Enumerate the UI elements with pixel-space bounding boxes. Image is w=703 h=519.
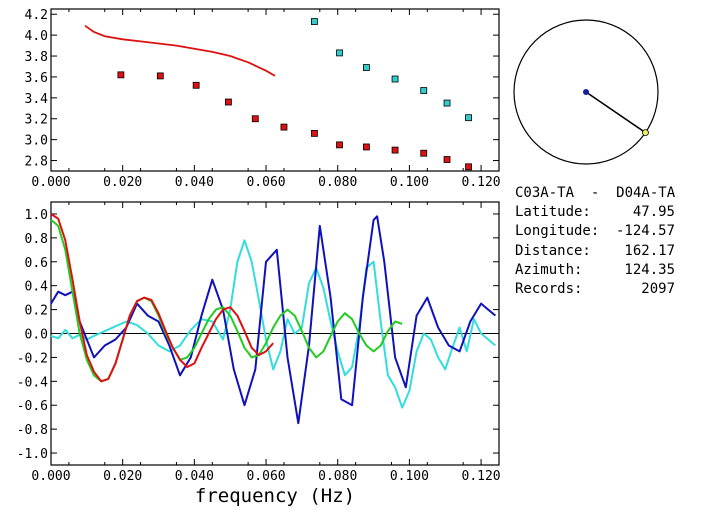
x-tick-label: 0.000 bbox=[31, 175, 70, 190]
y-tick-label: 3.2 bbox=[25, 113, 48, 128]
x-tick-label: 0.060 bbox=[246, 175, 285, 190]
cyan-velocity-point bbox=[336, 49, 343, 57]
x-tick-label: 0.060 bbox=[246, 469, 285, 484]
x-tick-label: 0.100 bbox=[390, 175, 429, 190]
red-velocity-point bbox=[311, 129, 318, 137]
y-tick-label: -0.4 bbox=[17, 375, 48, 390]
y-tick-label: -1.0 bbox=[17, 447, 48, 462]
red-velocity-point bbox=[443, 156, 451, 163]
velocity-curve bbox=[84, 24, 276, 77]
y-tick-label: 3.0 bbox=[25, 134, 48, 149]
plot-frame bbox=[50, 8, 500, 172]
y-tick-label: 3.6 bbox=[25, 71, 48, 86]
info-row-longitude: Longitude: -124.57 bbox=[515, 222, 700, 241]
red-spectrum-line bbox=[50, 213, 274, 383]
cyan-velocity-point bbox=[362, 64, 370, 71]
y-tick-label: 3.4 bbox=[25, 92, 49, 107]
azimuth-dial bbox=[513, 19, 659, 165]
x-tick-label: 0.080 bbox=[318, 469, 357, 484]
blue-spectrum-line bbox=[50, 215, 497, 425]
red-velocity-point bbox=[336, 141, 343, 149]
red-velocity-point bbox=[251, 115, 259, 123]
info-label: Latitude: bbox=[515, 204, 591, 221]
info-label: Azimuth: bbox=[515, 261, 583, 278]
x-tick-label: 0.000 bbox=[31, 469, 70, 484]
azimuth-needle bbox=[585, 91, 646, 134]
info-value: 47.95 bbox=[632, 204, 675, 221]
red-velocity-point bbox=[280, 123, 288, 131]
x-tick-label: 0.120 bbox=[462, 469, 501, 484]
info-value: 2097 bbox=[641, 280, 675, 297]
x-tick-label: 0.040 bbox=[175, 175, 214, 190]
x-tick-label: 0.120 bbox=[462, 175, 501, 190]
y-tick-label: 0.4 bbox=[25, 280, 49, 295]
x-axis-title: frequency (Hz) bbox=[195, 485, 355, 507]
y-tick-label: 0.2 bbox=[25, 304, 48, 319]
spectrum-chart: 0.000 0.020 0.040 0.060 0.080 0.100 0.120 1.0 0.… bbox=[17, 201, 501, 507]
cyan-velocity-point bbox=[465, 114, 472, 122]
red-velocity-point bbox=[420, 149, 428, 157]
info-value: 162.17 bbox=[624, 242, 675, 259]
x-tick-label: 0.020 bbox=[103, 175, 142, 190]
x-tick-label: 0.020 bbox=[103, 469, 142, 484]
info-value: 124.35 bbox=[624, 261, 675, 278]
info-row-records: Records: 2097 bbox=[515, 280, 700, 299]
velocity-chart: 0.000 0.020 0.040 0.060 0.080 0.100 0.120 2.8 3.… bbox=[25, 8, 501, 190]
y-tick-label: 1.0 bbox=[25, 208, 48, 223]
y-tick-label: 0.8 bbox=[25, 232, 48, 247]
red-velocity-point bbox=[156, 72, 164, 80]
dial-center-dot bbox=[583, 89, 589, 95]
y-tick-label: 3.8 bbox=[25, 50, 48, 65]
red-velocity-point bbox=[465, 163, 472, 171]
station-info-panel: C03A-TA - D04A-TA Latitude: 47.95 Longitu… bbox=[515, 184, 700, 299]
y-tick-label: -0.8 bbox=[17, 423, 48, 438]
cyan-spectrum-line bbox=[50, 239, 497, 409]
y-tick-label: -0.2 bbox=[17, 351, 48, 366]
cyan-velocity-point bbox=[311, 18, 318, 25]
green-spectrum-line bbox=[50, 219, 403, 383]
x-tick-label: 0.080 bbox=[318, 175, 357, 190]
y-tick-label: 2.8 bbox=[25, 155, 48, 170]
x-tick-label: 0.100 bbox=[390, 469, 429, 484]
info-label: Longitude: bbox=[515, 223, 600, 240]
red-velocity-point bbox=[225, 98, 232, 106]
y-tick-label: 0.0 bbox=[25, 328, 48, 343]
cyan-velocity-point bbox=[420, 87, 428, 94]
red-velocity-point bbox=[391, 146, 399, 154]
red-velocity-point bbox=[117, 71, 125, 79]
info-value: -124.57 bbox=[615, 223, 675, 240]
cyan-velocity-point bbox=[391, 75, 399, 83]
y-tick-label: 0.6 bbox=[25, 256, 48, 271]
station-pair: C03A-TA - D04A-TA bbox=[515, 185, 676, 201]
azimuth-tip-dot bbox=[642, 129, 649, 137]
info-row-distance: Distance: 162.17 bbox=[515, 242, 700, 261]
x-tick-label: 0.040 bbox=[175, 469, 214, 484]
y-tick-label: 4.2 bbox=[25, 8, 48, 23]
red-velocity-point bbox=[192, 81, 200, 89]
info-row-latitude: Latitude: 47.95 bbox=[515, 203, 700, 222]
dial-circle bbox=[513, 19, 659, 165]
info-label: Records: bbox=[515, 280, 583, 297]
y-tick-label: -0.6 bbox=[17, 399, 48, 414]
cyan-velocity-point bbox=[443, 99, 451, 107]
info-label: Distance: bbox=[515, 242, 591, 259]
red-velocity-point bbox=[362, 143, 370, 151]
y-tick-label: 4.0 bbox=[25, 29, 48, 44]
info-row-azimuth: Azimuth: 124.35 bbox=[515, 261, 700, 280]
